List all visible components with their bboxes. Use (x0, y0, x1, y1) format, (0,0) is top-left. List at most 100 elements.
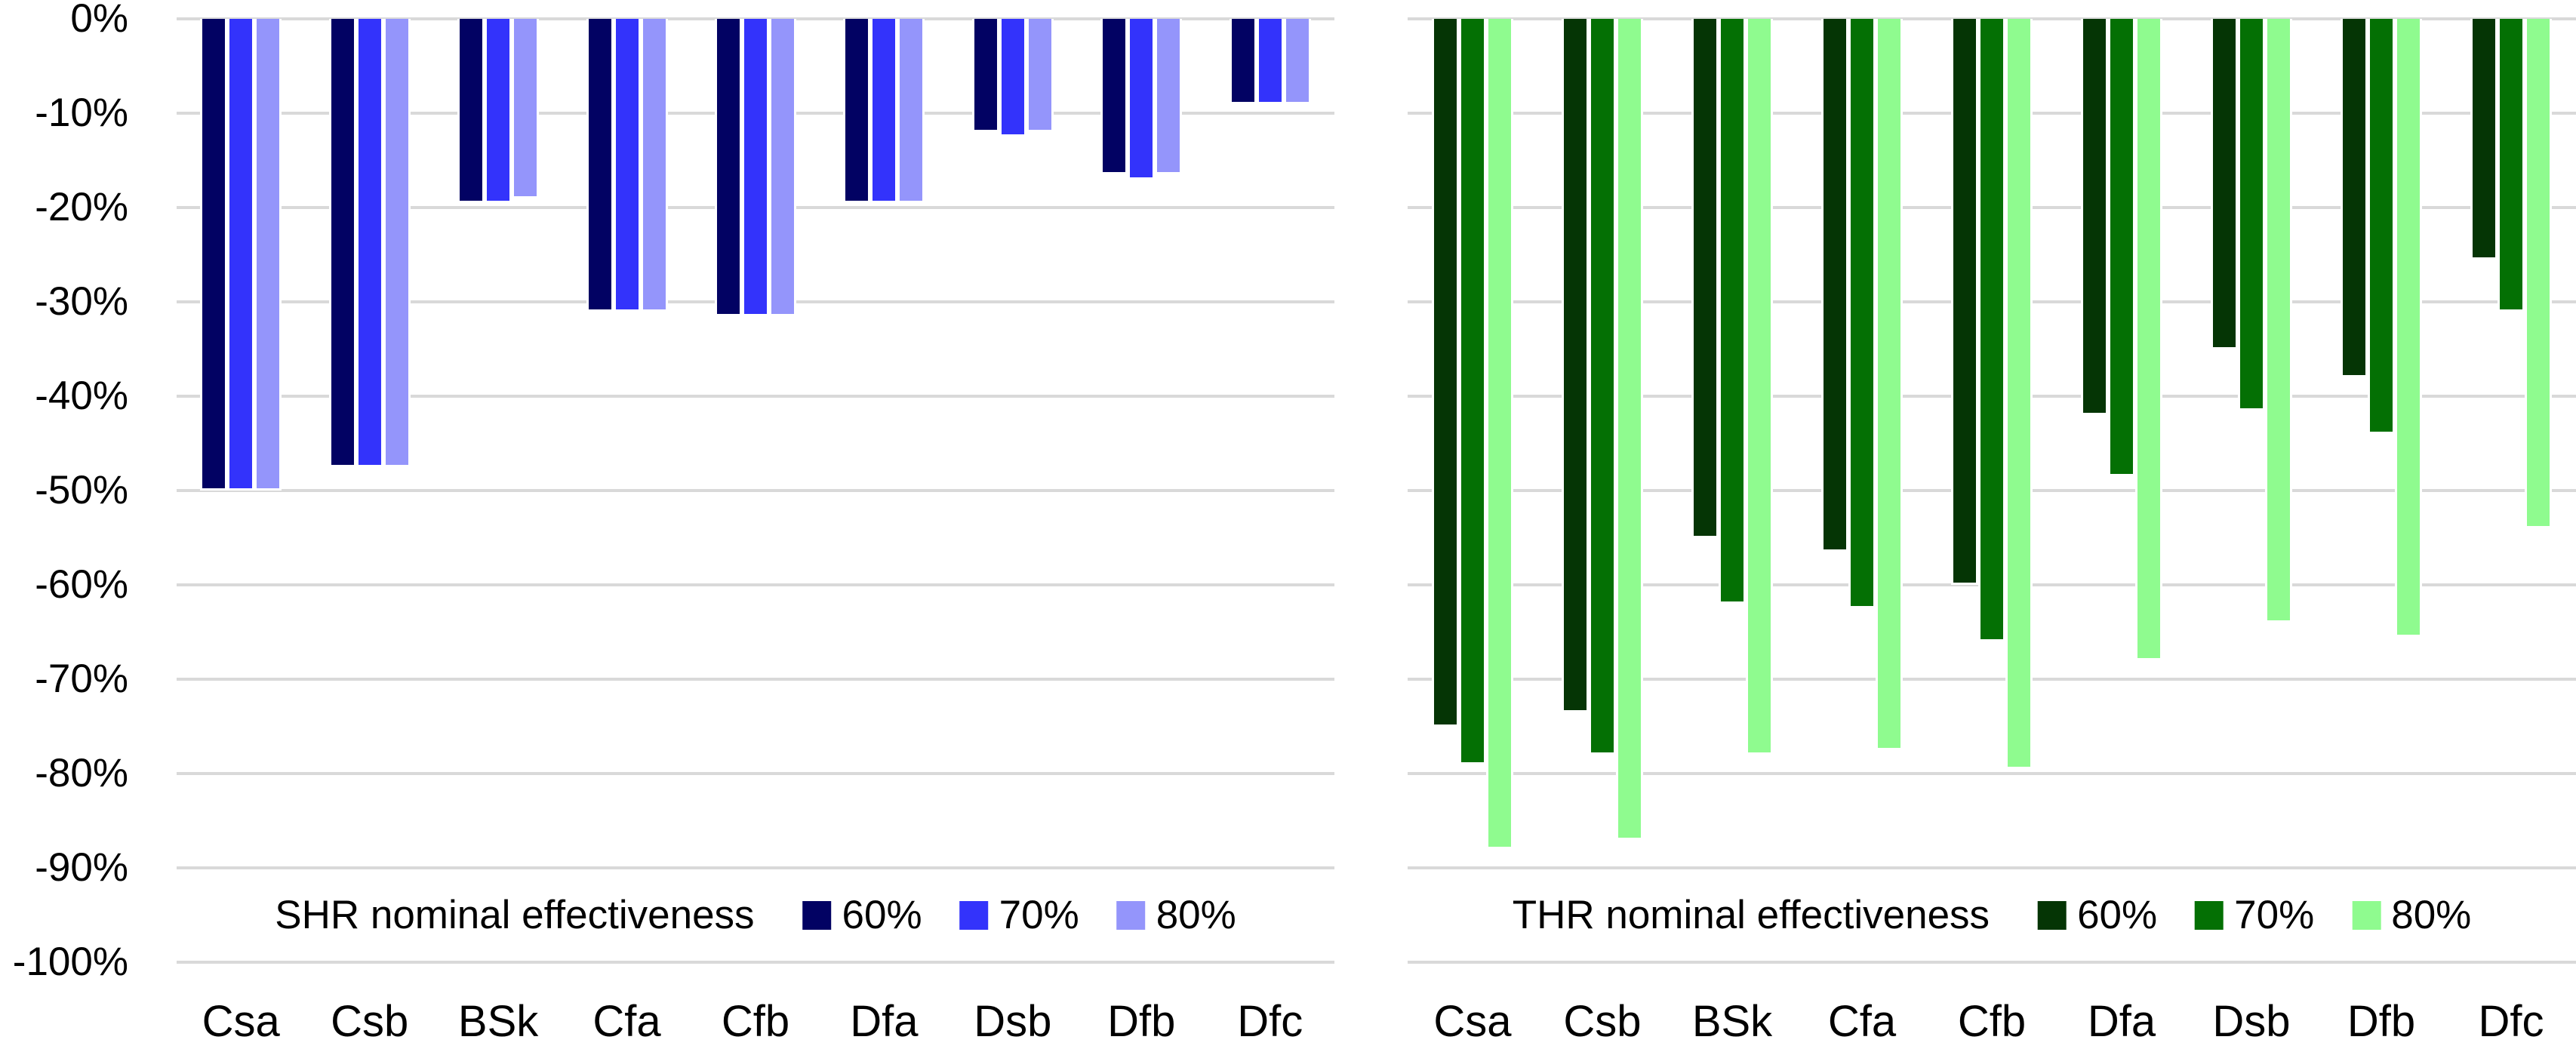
thr-legend-item-80%: 80% (2352, 891, 2471, 940)
y-axis-tick-label: -10% (35, 91, 128, 135)
bar-shr-Cfa-60% (586, 19, 614, 312)
gridline (177, 866, 1334, 869)
gridline (1408, 678, 2576, 681)
gridline (177, 489, 1334, 492)
y-axis-tick-label: -30% (35, 279, 128, 324)
thr-x-label-Dsb: Dsb (2212, 997, 2291, 1046)
bar-thr-Csb-70% (1589, 19, 1616, 755)
bar-thr-Cfa-60% (1821, 19, 1848, 552)
gridline (1408, 866, 2576, 869)
bar-thr-Dfa-70% (2108, 19, 2135, 477)
shr-legend-swatch-icon (1116, 901, 1146, 930)
bar-thr-Dfb-60% (2341, 19, 2368, 377)
bar-thr-Csa-70% (1459, 19, 1486, 764)
shr-x-label-Dsb: Dsb (974, 997, 1052, 1046)
shr-legend-item-60%: 60% (802, 891, 922, 940)
thr-legend-label: 70% (2234, 893, 2315, 937)
gridline (1408, 961, 2576, 964)
shr-group-Csa (177, 19, 305, 962)
shr-group-BSk (434, 19, 562, 962)
shr-legend-label: 70% (999, 893, 1079, 937)
bar-shr-Dfc-60% (1229, 19, 1257, 104)
y-axis: 0% -10% -20% -30% -40% -50% -60% -70% -80% -90% -1… (0, 0, 128, 1049)
bar-shr-Dsb-60% (971, 19, 999, 132)
y-axis-tick-label: -80% (35, 751, 128, 795)
bar-shr-Dfb-60% (1100, 19, 1128, 175)
shr-legend-label: 60% (842, 893, 922, 937)
thr-x-label-Cfa: Cfa (1827, 997, 1897, 1046)
shr-bar-groups (177, 19, 1334, 962)
bar-shr-Cfb-70% (741, 19, 769, 316)
y-axis-tick-label: -40% (35, 374, 128, 418)
thr-legend-item-60%: 60% (2038, 891, 2157, 940)
shr-x-label-Dfc: Dfc (1237, 997, 1303, 1046)
bar-shr-Csb-80% (383, 19, 411, 467)
bar-thr-Dfb-80% (2395, 19, 2422, 637)
bar-thr-Csb-60% (1562, 19, 1589, 712)
bar-shr-Dfa-70% (870, 19, 898, 203)
gridline (177, 583, 1334, 586)
bar-shr-Csa-70% (227, 19, 255, 491)
bar-thr-BSk-80% (1746, 19, 1773, 755)
shr-legend-item-80%: 80% (1116, 891, 1236, 940)
thr-plot-area (1408, 17, 2576, 964)
bar-shr-Dfc-70% (1256, 19, 1284, 104)
y-axis-tick-label: 0% (70, 0, 128, 41)
shr-x-label-Csa: Csa (202, 997, 280, 1046)
gridline (177, 395, 1334, 398)
y-axis-tick-label: -100% (12, 940, 128, 984)
thr-group-Dfb (2316, 19, 2446, 962)
y-axis-tick-label: -60% (35, 562, 128, 607)
shr-x-label-BSk: BSk (457, 997, 539, 1046)
bar-thr-Cfa-70% (1848, 19, 1876, 609)
bar-thr-Dfa-80% (2135, 19, 2162, 660)
bar-thr-Dfc-80% (2525, 19, 2552, 528)
shr-legend-swatch-icon (802, 901, 832, 930)
bar-shr-Csb-60% (328, 19, 356, 467)
bar-shr-Cfa-70% (613, 19, 641, 312)
shr-legend-title: SHR nominal effectiveness (275, 893, 755, 937)
bar-shr-Dfa-60% (843, 19, 871, 203)
bar-thr-Cfa-80% (1876, 19, 1903, 750)
shr-chart: SHR nominal effectiveness 60% 70% 80% Csa C… (177, 0, 1334, 1049)
bar-thr-Dfa-60% (2081, 19, 2108, 415)
thr-group-Dfc (2446, 19, 2576, 962)
bar-shr-Dsb-80% (1026, 19, 1054, 132)
shr-group-Cfa (562, 19, 691, 962)
shr-group-Csb (305, 19, 433, 962)
thr-group-Dfa (2057, 19, 2187, 962)
bar-thr-Cfb-60% (1951, 19, 1978, 585)
gridline (1408, 772, 2576, 775)
bar-shr-Dsb-70% (999, 19, 1026, 137)
thr-group-Csb (1537, 19, 1667, 962)
bar-thr-Dsb-80% (2265, 19, 2292, 623)
thr-legend-label: 80% (2391, 893, 2472, 937)
shr-legend-items: 60% 70% 80% (802, 891, 1236, 940)
y-axis-tick-label: -20% (35, 185, 128, 229)
thr-legend: THR nominal effectiveness 60% 70% 80% (1513, 891, 2472, 940)
thr-x-label-Csa: Csa (1433, 997, 1512, 1046)
shr-group-Dfc (1206, 19, 1334, 962)
shr-x-label-Csb: Csb (331, 997, 409, 1046)
thr-x-label-BSk: BSk (1691, 997, 1773, 1046)
thr-chart: THR nominal effectiveness 60% 70% 80% Csa C… (1408, 0, 2576, 1049)
thr-x-label-Dfc: Dfc (2478, 997, 2544, 1046)
bar-shr-Csa-60% (200, 19, 228, 491)
thr-group-BSk (1667, 19, 1797, 962)
shr-group-Dfb (1077, 19, 1205, 962)
bar-shr-Dfa-80% (897, 19, 925, 203)
thr-group-Cfa (1797, 19, 1927, 962)
thr-group-Csa (1408, 19, 1537, 962)
bar-thr-Dfc-60% (2470, 19, 2498, 260)
shr-x-label-Cfb: Cfb (721, 997, 790, 1046)
shr-legend-label: 80% (1156, 893, 1236, 937)
thr-legend-item-70%: 70% (2195, 891, 2314, 940)
shr-legend: SHR nominal effectiveness 60% 70% 80% (275, 891, 1236, 940)
bar-thr-Dsb-70% (2238, 19, 2265, 411)
bar-shr-Csb-70% (355, 19, 383, 467)
thr-group-Dsb (2187, 19, 2316, 962)
thr-x-label-Csb: Csb (1563, 997, 1642, 1046)
thr-bar-groups (1408, 19, 2576, 962)
shr-plot-area (177, 17, 1334, 964)
